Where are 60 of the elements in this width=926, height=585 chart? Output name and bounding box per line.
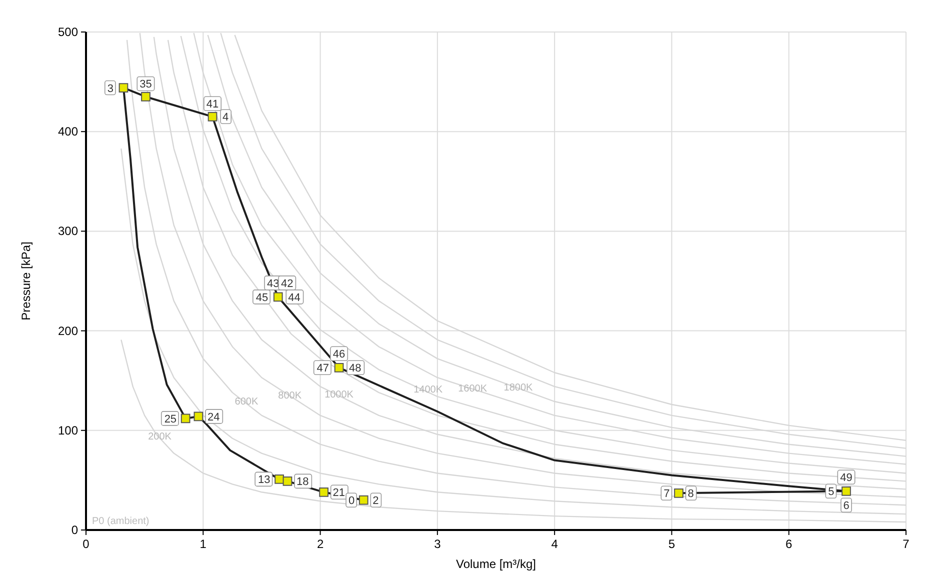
x-tick-label: 2 bbox=[316, 537, 324, 551]
point bbox=[208, 112, 218, 122]
x-tick-label: 4 bbox=[551, 537, 558, 551]
annotation: 8 bbox=[688, 488, 694, 500]
y-tick-label: 400 bbox=[58, 124, 78, 139]
annotation: 2 bbox=[372, 495, 379, 508]
annotation: 1000K bbox=[324, 390, 354, 401]
annotation: 0 bbox=[348, 495, 355, 508]
annotation: 6 bbox=[843, 500, 850, 512]
point bbox=[674, 488, 684, 498]
x-tick-label: 7 bbox=[902, 537, 910, 551]
annotation: 35 bbox=[140, 78, 152, 91]
y-axis-title: Pressure [kPa] bbox=[19, 242, 33, 320]
x-tick-label: 1 bbox=[200, 537, 207, 551]
y-tick-label: 100 bbox=[58, 423, 78, 438]
annotation: 48 bbox=[349, 362, 362, 375]
point bbox=[358, 495, 368, 505]
point bbox=[319, 487, 328, 497]
annotation: 44 bbox=[288, 292, 300, 304]
annotation: 13 bbox=[258, 474, 270, 486]
x-tick-label: 5 bbox=[668, 537, 676, 551]
annotation: 24 bbox=[207, 411, 220, 424]
annotation: 21 bbox=[332, 487, 346, 500]
x-tick-label: 3 bbox=[434, 537, 442, 551]
point bbox=[141, 92, 150, 102]
point bbox=[334, 362, 344, 372]
annotation: 1800K bbox=[504, 382, 534, 394]
annotation: 800K bbox=[278, 390, 302, 402]
annotation: 18 bbox=[296, 476, 309, 488]
point bbox=[180, 414, 190, 424]
annotation: 43 bbox=[266, 278, 280, 290]
annotation: 41 bbox=[206, 98, 219, 111]
annotation: 42 bbox=[280, 278, 294, 290]
point bbox=[282, 476, 292, 486]
y-tick-label: 0 bbox=[71, 523, 78, 537]
annotation: 600K bbox=[234, 396, 258, 408]
y-tick-label: 500 bbox=[58, 25, 78, 39]
annotation: 47 bbox=[316, 362, 330, 375]
annotation: 25 bbox=[164, 413, 177, 426]
annotation: 1600K bbox=[458, 384, 488, 395]
point bbox=[273, 292, 283, 302]
x-tick-label: 0 bbox=[82, 537, 90, 551]
annotation: 45 bbox=[256, 292, 268, 304]
annotation: P0 (ambient) bbox=[92, 516, 150, 527]
x-tick-label: 6 bbox=[786, 537, 793, 551]
annotation: 46 bbox=[332, 348, 346, 361]
point bbox=[118, 83, 128, 92]
annotation: 7 bbox=[664, 488, 670, 500]
point bbox=[274, 474, 284, 484]
y-tick-label: 200 bbox=[58, 324, 78, 338]
annotation: 5 bbox=[828, 486, 834, 498]
y-tick-label: 300 bbox=[58, 224, 78, 238]
annotation: 1400K bbox=[414, 384, 443, 396]
annotation: 3 bbox=[107, 82, 114, 95]
annotation: 200K bbox=[148, 431, 172, 442]
annotation: 49 bbox=[840, 472, 852, 484]
x-axis-title: Volume [m³/kg] bbox=[456, 557, 536, 571]
annotation: 4 bbox=[222, 112, 229, 124]
point bbox=[842, 486, 851, 496]
point bbox=[194, 412, 204, 422]
